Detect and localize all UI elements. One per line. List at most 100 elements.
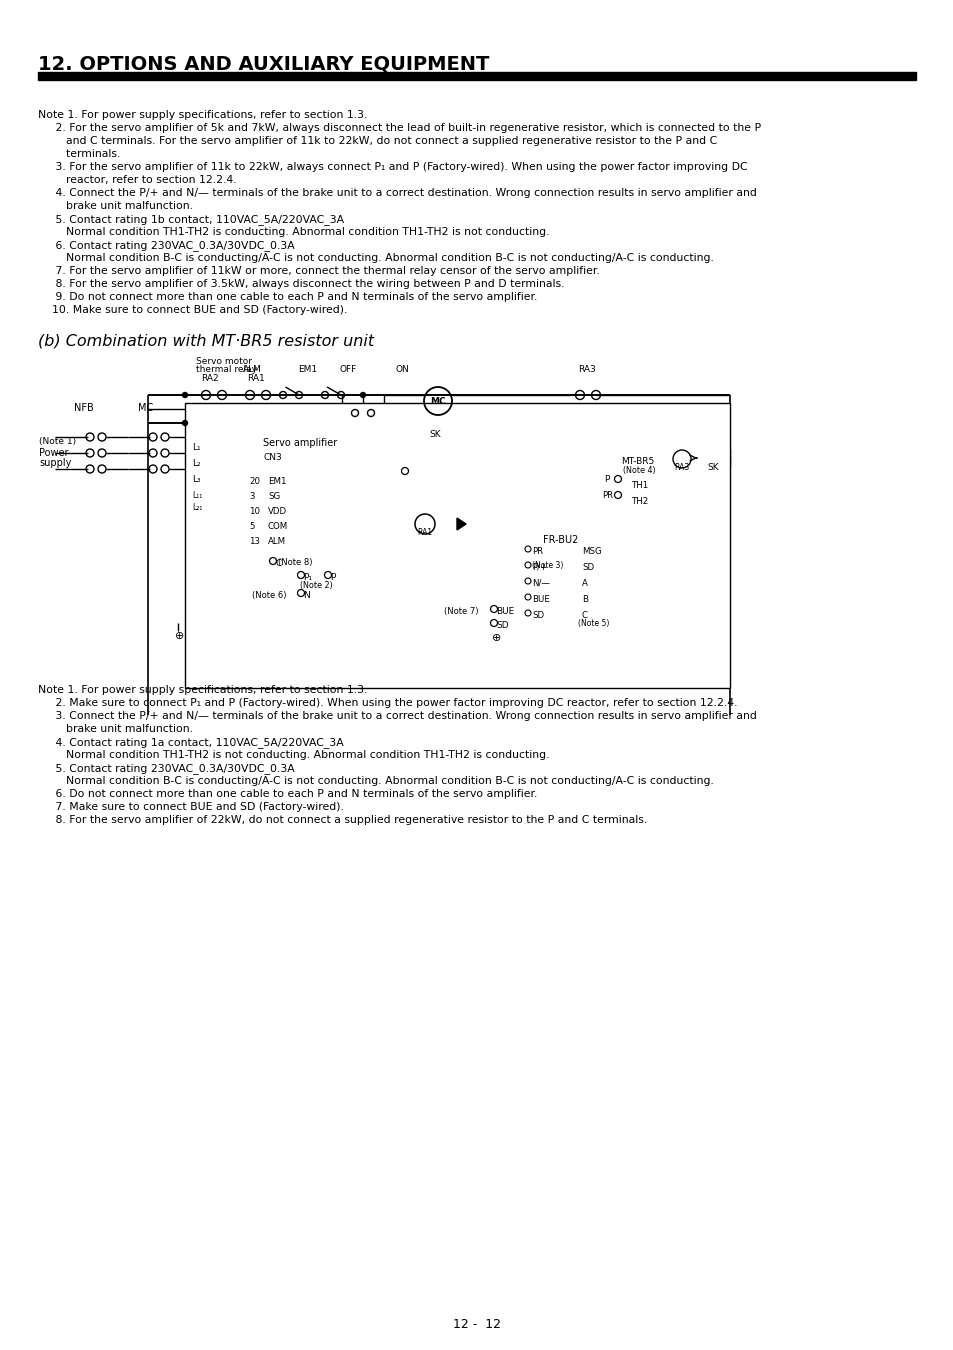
Text: B: B [581,595,587,603]
Text: Normal condition B-C is conducting/A-C is not conducting. Abnormal condition B-C: Normal condition B-C is conducting/A-C i… [38,776,713,786]
Text: N: N [303,591,310,599]
Text: ⊕: ⊕ [492,633,501,643]
Text: 3. For the servo amplifier of 11k to 22kW, always connect P₁ and P (Factory-wire: 3. For the servo amplifier of 11k to 22k… [38,162,747,171]
Text: ALM: ALM [268,537,286,545]
Text: L₂₁: L₂₁ [192,504,202,512]
Text: EM1: EM1 [297,364,316,374]
Text: OFF: OFF [339,364,356,374]
Text: 6. Contact rating 230VAC_0.3A/30VDC_0.3A: 6. Contact rating 230VAC_0.3A/30VDC_0.3A [38,240,294,251]
Text: N/—: N/— [532,579,550,589]
Text: ⊕: ⊕ [174,630,184,641]
Text: L₁: L₁ [192,443,200,452]
Circle shape [360,393,365,397]
Text: 2. Make sure to connect P₁ and P (Factory-wired). When using the power factor im: 2. Make sure to connect P₁ and P (Factor… [38,698,737,707]
Text: 8. For the servo amplifier of 3.5kW, always disconnect the wiring between P and : 8. For the servo amplifier of 3.5kW, alw… [38,279,564,289]
Text: (Note 6): (Note 6) [252,591,286,599]
Text: (Note 5): (Note 5) [578,620,609,628]
Text: PR: PR [532,547,542,556]
Text: (Note 2): (Note 2) [299,580,333,590]
Text: 13: 13 [249,537,260,545]
Text: P: P [603,475,609,485]
Polygon shape [456,518,465,531]
Text: C: C [581,612,587,620]
Text: Power: Power [39,448,69,458]
Text: 5. Contact rating 230VAC_0.3A/30VDC_0.3A: 5. Contact rating 230VAC_0.3A/30VDC_0.3A [38,763,294,774]
Text: 3: 3 [249,491,254,501]
Text: 10. Make sure to connect BUE and SD (Factory-wired).: 10. Make sure to connect BUE and SD (Fac… [38,305,347,315]
Text: SG: SG [268,491,280,501]
Text: RA3: RA3 [673,463,688,472]
Text: terminals.: terminals. [38,148,120,159]
Text: ALM: ALM [243,364,262,374]
Text: Normal condition TH1-TH2 is not conducting. Abnormal condition TH1-TH2 is conduc: Normal condition TH1-TH2 is not conducti… [38,751,549,760]
Text: (Note 1): (Note 1) [39,437,76,446]
Text: FR-BU2: FR-BU2 [542,535,578,545]
Text: Note 1. For power supply specifications, refer to section 1.3.: Note 1. For power supply specifications,… [38,684,367,695]
Text: TH1: TH1 [631,481,649,490]
Bar [700,450,729,467]
Text: RA2: RA2 [201,374,218,383]
Text: 5. Contact rating 1b contact, 110VAC_5A/220VAC_3A: 5. Contact rating 1b contact, 110VAC_5A/… [38,215,344,225]
Text: MC: MC [138,404,153,413]
Bar [423,417,452,431]
Text: 7. Make sure to connect BUE and SD (Factory-wired).: 7. Make sure to connect BUE and SD (Fact… [38,802,343,811]
Text: SK: SK [429,431,440,439]
Text: 12 -  12: 12 - 12 [453,1318,500,1331]
Text: brake unit malfunction.: brake unit malfunction. [38,201,193,211]
Text: RA3: RA3 [578,364,595,374]
Text: COM: COM [268,522,288,531]
Text: SK: SK [706,463,718,472]
Text: BUE: BUE [532,595,549,603]
Text: NFB: NFB [74,404,93,413]
Text: A: A [581,579,587,589]
Text: C: C [275,559,282,568]
Text: Note 1. For power supply specifications, refer to section 1.3.: Note 1. For power supply specifications,… [38,109,367,120]
Bar [38,72,915,80]
Bar [218,431,413,551]
Text: MC: MC [430,397,445,406]
Text: (Note 4): (Note 4) [622,466,655,475]
Text: RA1: RA1 [247,374,265,383]
Text: L₂: L₂ [192,459,200,468]
Text: L₃: L₃ [192,475,200,485]
Text: VDD: VDD [268,508,287,516]
Text: Servo amplifier: Servo amplifier [263,437,337,448]
Text: P: P [330,572,335,582]
Text: (Note 7): (Note 7) [443,608,478,616]
Text: 9. Do not connect more than one cable to each P and N terminals of the servo amp: 9. Do not connect more than one cable to… [38,292,537,302]
Text: 20: 20 [249,477,260,486]
Text: SD: SD [581,563,594,572]
Text: 8. For the servo amplifier of 22kW, do not connect a supplied regenerative resis: 8. For the servo amplifier of 22kW, do n… [38,815,646,825]
Text: CN3: CN3 [264,454,282,462]
Circle shape [182,393,188,397]
Bar [185,404,729,688]
Text: TH2: TH2 [631,497,649,506]
Text: BUE: BUE [496,608,514,616]
Text: 2. For the servo amplifier of 5k and 7kW, always disconnect the lead of built-in: 2. For the servo amplifier of 5k and 7kW… [38,123,760,134]
Text: Normal condition B-C is conducting/A-C is not conducting. Abnormal condition B-C: Normal condition B-C is conducting/A-C i… [38,252,713,263]
Bar [527,526,614,626]
Text: P/+: P/+ [532,563,547,572]
Text: Servo motor: Servo motor [195,356,252,366]
Text: 4. Connect the P/+ and N/— terminals of the brake unit to a correct destination.: 4. Connect the P/+ and N/— terminals of … [38,188,756,198]
Bar [246,447,317,543]
Text: (Note 3): (Note 3) [532,562,563,570]
Text: PR: PR [601,491,613,500]
Bar [618,450,679,514]
Text: 7. For the servo amplifier of 11kW or more, connect the thermal relay censor of : 7. For the servo amplifier of 11kW or mo… [38,266,599,275]
Text: (Note 8): (Note 8) [277,558,313,567]
Text: (b) Combination with MT·BR5 resistor unit: (b) Combination with MT·BR5 resistor uni… [38,333,374,348]
Text: L₁₁: L₁₁ [192,491,202,500]
Text: 5: 5 [249,522,254,531]
Text: 3. Connect the P/+ and N/— terminals of the brake unit to a correct destination.: 3. Connect the P/+ and N/— terminals of … [38,711,756,721]
Text: reactor, refer to section 12.2.4.: reactor, refer to section 12.2.4. [38,176,236,185]
Text: ON: ON [395,364,410,374]
Text: MT-BR5: MT-BR5 [620,458,654,466]
Text: 4. Contact rating 1a contact, 110VAC_5A/220VAC_3A: 4. Contact rating 1a contact, 110VAC_5A/… [38,737,343,748]
Text: Normal condition TH1-TH2 is conducting. Abnormal condition TH1-TH2 is not conduc: Normal condition TH1-TH2 is conducting. … [38,227,549,238]
Text: brake unit malfunction.: brake unit malfunction. [38,724,193,734]
Text: MSG: MSG [581,547,601,556]
Text: P₁: P₁ [303,572,312,582]
Text: EM1: EM1 [268,477,286,486]
Text: RA1: RA1 [416,528,432,537]
